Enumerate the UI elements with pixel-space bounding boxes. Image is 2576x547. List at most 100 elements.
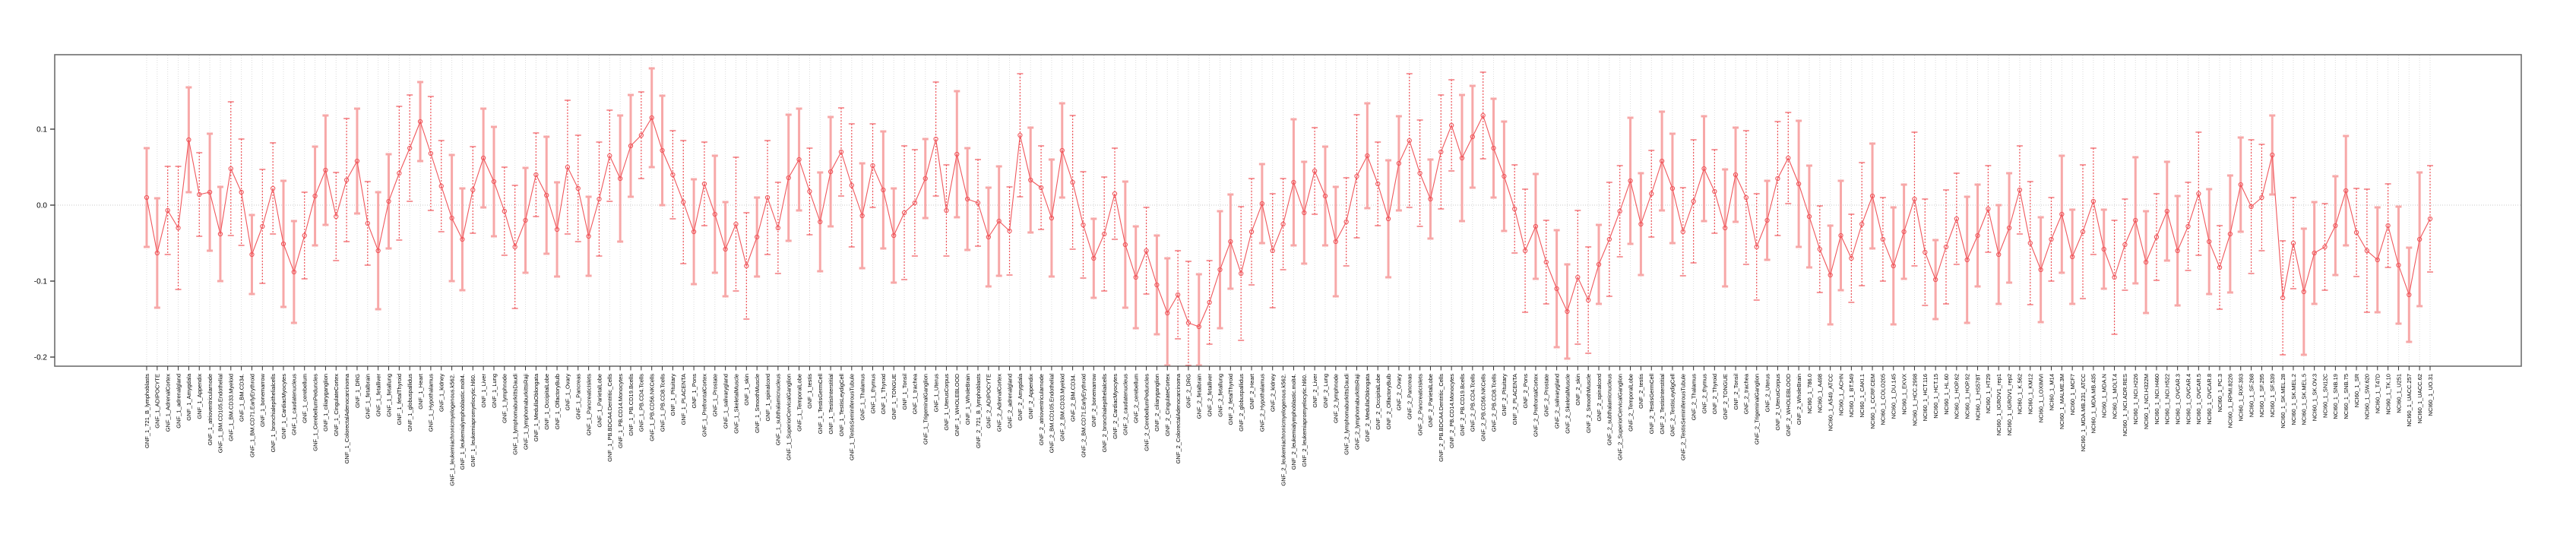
x-category-label: GNF_1_TrigeminalGanglion <box>922 374 929 444</box>
y-tick-label: 0.0 <box>36 202 47 210</box>
x-category-label: GNF_2_Prostate <box>1543 374 1550 416</box>
x-category-label: GNF_2_leukemialymphoblastic.molt4. <box>1290 374 1297 470</box>
x-category-label: GNF_1_Uterus <box>932 374 939 413</box>
x-category-labels: GNF_1_721_B_lymphoblasts GNF_1_ADIPOCYTE G… <box>144 373 2434 486</box>
x-category-label: NCI60_1_HS578T <box>1974 374 1981 421</box>
x-category-label: GNF_1_fetalliver <box>375 374 381 417</box>
x-category-label: NCI60_1_OVCAR.4 <box>2185 374 2191 425</box>
x-category-label: GNF_2_thymus <box>1701 374 1707 414</box>
x-category-label: NCI60_1_786.0 <box>1806 374 1813 414</box>
x-category-label: NCI60_1_UACC.257 <box>2406 374 2413 427</box>
x-category-label: NCI60_1_EKVX <box>1900 374 1907 415</box>
x-category-label: GNF_2_Thalamus <box>1690 374 1697 421</box>
x-category-label: GNF_2_SmoothMuscle <box>1585 374 1592 433</box>
x-category-label: GNF_2_PB.CD56.NKCells <box>1479 374 1486 441</box>
x-category-label: GNF_2_Hypothalamus <box>1259 374 1266 432</box>
x-category-label: GNF_2_CardiacMyocytes <box>1112 374 1119 439</box>
x-category-label: NCI60_1_SR <box>2353 373 2360 407</box>
x-category-label: NCI60_1_COLO205 <box>1880 374 1887 425</box>
x-category-label: GNF_1_cerebellum <box>302 374 309 423</box>
x-category-label: GNF_2_SkeletalMuscle <box>1564 374 1571 434</box>
x-category-label: NCI60_1_NCI.H522 <box>2164 374 2171 425</box>
x-category-label: GNF_1_BM.CD105.Endothelial <box>217 374 224 454</box>
data-point-markers <box>144 112 2433 330</box>
x-category-label: GNF_1_OccipitalLobe <box>543 374 550 430</box>
x-category-label: GNF_2_CerebellumPeduncles <box>1143 374 1150 451</box>
x-category-label: GNF_2_WHOLEBLOOD <box>1785 373 1792 436</box>
x-category-label: GNF_2_CingulateCortex <box>1164 374 1171 436</box>
x-category-label: GNF_2_BM.CD71.EarlyErythroid <box>1080 374 1087 457</box>
x-category-label: NCI60_1_MDA.N <box>2101 374 2108 418</box>
x-category-label: GNF_2_salivarygland <box>1553 374 1560 428</box>
x-category-label: GNF_1_TestisInterstitial <box>828 374 834 435</box>
x-category-label: GNF_1_TestisGermCell <box>817 374 824 435</box>
x-category-label: NCI60_1_LOXIMVI <box>2037 374 2044 422</box>
x-category-label: GNF_1_bronchialepithelialcells <box>270 374 277 453</box>
x-category-label: NCI60_1_SNB.19 <box>2332 374 2339 419</box>
x-category-label: GNF_2_TestisInterstitial <box>1659 374 1666 435</box>
x-category-label: GNF_1_subthalamicnucleus <box>775 374 782 445</box>
x-category-label: GNF_2_trachea <box>1743 373 1750 414</box>
x-category-label: GNF_2_Pons <box>1522 374 1529 409</box>
x-category-label: GNF_1_SkeletalMuscle <box>733 374 739 434</box>
x-category-label: GNF_1_leukemialymphoblastic.molt4. <box>459 374 466 470</box>
x-category-label: GNF_1_bonemarrow <box>259 373 266 427</box>
x-category-label: GNF_1_TemporalLobe <box>796 374 802 432</box>
x-category-label: NCI60_1_TK.10 <box>2385 374 2391 415</box>
x-category-label: NCI60_1_A549_ATCC <box>1827 373 1834 431</box>
x-category-label: GNF_2_Pituitary <box>1501 374 1508 416</box>
x-category-label: GNF_2_721_B_lymphoblasts <box>975 374 982 448</box>
x-category-label: NCI60_1_UACC.62 <box>2416 374 2423 423</box>
x-category-label: GNF_1_kidney <box>438 374 445 412</box>
x-category-label: GNF_2_globuspallidus <box>1238 374 1245 432</box>
x-category-label: GNF_1_testis <box>806 374 813 409</box>
x-category-label: GNF_1_TestisSeminiferousTubule <box>849 374 856 460</box>
x-category-label: GNF_1_lymphnode <box>502 374 508 423</box>
x-category-label: GNF_2_TONGUE <box>1722 374 1729 419</box>
x-category-label: GNF_2_skin <box>1574 374 1581 406</box>
x-category-label: GNF_1_721_B_lymphoblasts <box>144 374 150 448</box>
x-category-label: NCI60_1_SF.539 <box>2269 374 2276 417</box>
y-tick-label: -0.1 <box>34 278 48 286</box>
x-category-label: GNF_1_ParietalLobe <box>596 374 603 427</box>
x-category-label: GNF_1_PB.CD8.Tcells <box>659 374 666 432</box>
x-category-label: GNF_1_WholeBrain <box>964 374 971 425</box>
x-category-label: GNF_1_caudatenucleus <box>291 374 298 435</box>
x-category-label: GNF_1_atrioventricularnode <box>207 374 214 445</box>
y-tick-label: -0.2 <box>34 354 48 362</box>
x-category-label: GNF_1_lymphomaburkittsRaji <box>522 374 529 450</box>
x-category-label: NCI60_1_SK.OV.3 <box>2311 374 2318 421</box>
x-category-label: GNF_2_ADIPOCYTE <box>986 374 992 428</box>
x-category-label: GNF_2_Thyroid <box>1711 374 1718 414</box>
y-axis-ticks: 0.1 0.0 -0.1 -0.2 <box>34 126 55 362</box>
x-category-label: GNF_1_TestisLeydigCell <box>838 374 845 437</box>
x-category-label: GNF_1_PB.CD56.NKCells <box>649 374 656 441</box>
x-category-label: GNF_2_WholeBrain <box>1796 374 1802 425</box>
x-category-label: GNF_2_leukemiachronicmyelogenous.k562. <box>1280 374 1286 486</box>
x-category-label: GNF_2_TestisSeminiferousTubule <box>1680 374 1687 460</box>
x-category-label: GNF_2_TestisLeydigCell <box>1669 374 1676 437</box>
x-category-label: GNF_2_ColorectalAdenocarcinoma <box>1175 373 1182 463</box>
x-category-label: GNF_2_Heart <box>1248 373 1255 409</box>
x-category-label: NCI60_1_IGROV1_rep1 <box>1995 374 2002 435</box>
x-category-label: NCI60_1_SN12C <box>2321 373 2328 418</box>
x-category-label: GNF_1_Pituitary <box>669 374 676 416</box>
x-category-label: GNF_1_Lung <box>491 374 498 408</box>
x-category-label: GNF_1_Amygdala <box>185 373 192 421</box>
x-category-label: NCI60_1_U251 <box>2395 374 2402 413</box>
x-category-label: GNF_1_BM.CD33.Myeloid <box>228 374 235 441</box>
x-category-label: GNF_2_bonemarrow <box>1090 373 1097 427</box>
x-category-label: GNF_1_BM.CD71.EarlyErythroid <box>248 374 255 457</box>
x-category-label: GNF_1_Pancreas <box>575 374 582 419</box>
x-category-label: NCI60_1_NCI.H460 <box>2154 374 2160 425</box>
x-category-label: GNF_2_BM.CD105.Endothelial <box>1049 374 1055 454</box>
x-category-label: GNF_1_ciliaryganglion <box>322 374 329 432</box>
x-category-label: GNF_1_AdrenalCortex <box>164 374 171 432</box>
x-category-label: NCI60_1_HL.60 <box>1943 374 1950 415</box>
x-category-label: NCI60_1_BT.549 <box>1848 374 1855 417</box>
x-category-label: NCI60_1_UO.31 <box>2427 374 2434 416</box>
x-category-label: GNF_2_lymphomaburkittsRaji <box>1353 374 1360 450</box>
x-category-label: GNF_2_fetalbrain <box>1196 374 1203 419</box>
x-category-label: GNF_2_PB.CD4.Tcells <box>1470 374 1476 432</box>
x-category-label: GNF_1_CingulateCortex <box>333 374 340 436</box>
